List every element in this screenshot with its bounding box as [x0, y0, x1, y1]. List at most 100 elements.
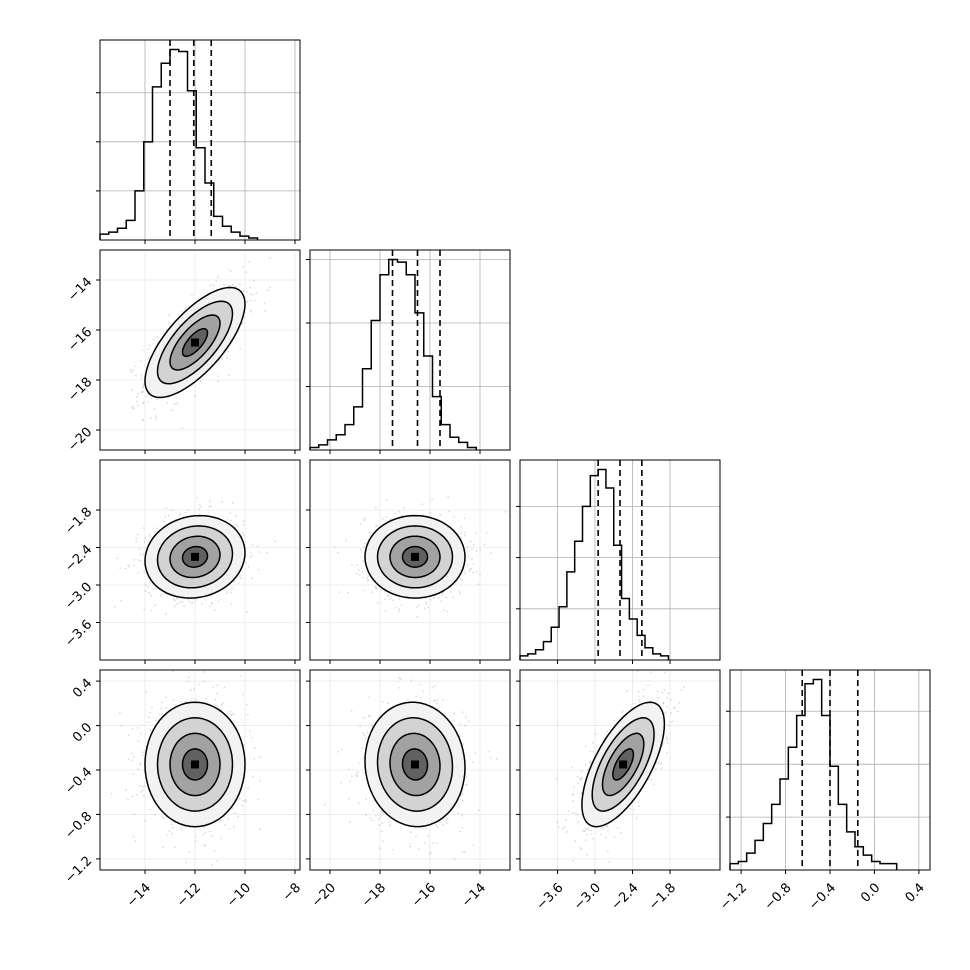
scatter-point	[487, 750, 490, 753]
scatter-point	[567, 810, 570, 812]
scatter-point	[338, 591, 341, 594]
scatter-point	[132, 835, 135, 838]
scatter-point	[211, 288, 214, 290]
scatter-point	[194, 395, 197, 398]
scatter-point	[362, 589, 365, 592]
scatter-point	[247, 713, 249, 716]
scatter-point	[131, 389, 134, 392]
scatter-point	[161, 593, 163, 596]
scatter-point	[403, 506, 405, 509]
scatter-point	[137, 392, 140, 395]
scatter-point	[475, 550, 478, 552]
scatter-point	[666, 705, 668, 708]
scatter-point	[191, 601, 194, 604]
scatter-point	[212, 686, 214, 689]
scatter-point	[229, 285, 232, 288]
scatter-point	[204, 831, 207, 834]
scatter-point	[637, 670, 639, 673]
scatter-point	[380, 588, 382, 591]
contour-line	[181, 328, 209, 357]
scatter-point	[351, 775, 353, 778]
scatter-point	[171, 832, 173, 835]
scatter-point	[264, 310, 266, 312]
scatter-point	[251, 554, 254, 557]
scatter-point	[137, 572, 140, 574]
scatter-point	[463, 534, 466, 537]
scatter-point	[113, 605, 116, 608]
scatter-point	[557, 826, 560, 829]
scatter-point	[211, 603, 214, 605]
scatter-point	[158, 714, 161, 716]
scatter-point	[135, 537, 138, 540]
scatter-point	[437, 597, 440, 599]
scatter-point	[226, 712, 229, 715]
scatter-point	[462, 743, 465, 745]
scatter-point	[427, 834, 430, 837]
scatter-point	[589, 750, 592, 753]
scatter-point	[179, 512, 182, 515]
histogram-panel-1	[96, 39, 301, 241]
scatter-panel-1-2	[99, 249, 301, 451]
scatter-point	[362, 771, 365, 774]
scatter-point	[381, 701, 384, 703]
scatter-point	[358, 569, 360, 571]
scatter-point	[173, 846, 176, 849]
scatter-point	[495, 757, 498, 760]
scatter-point	[147, 348, 149, 350]
scatter-point	[363, 519, 366, 522]
scatter-point	[365, 798, 367, 801]
scatter-point	[620, 831, 622, 834]
scatter-point	[144, 819, 147, 822]
scatter-point	[490, 757, 493, 759]
scatter-point	[127, 798, 129, 801]
scatter-point	[233, 580, 236, 583]
scatter-point	[449, 590, 452, 593]
scatter-point	[425, 603, 428, 606]
panel-frame	[519, 459, 721, 661]
panel-frame	[99, 249, 301, 451]
scatter-point	[184, 307, 187, 310]
scatter-point	[173, 599, 176, 602]
scatter-point	[460, 793, 463, 796]
scatter-point	[137, 740, 140, 742]
scatter-point	[245, 800, 248, 803]
scatter-point	[235, 515, 238, 518]
scatter-point	[226, 356, 228, 359]
scatter-point	[142, 402, 144, 405]
scatter-point	[178, 514, 181, 517]
scatter-point	[210, 835, 213, 838]
scatter-point	[168, 830, 171, 832]
scatter-point	[384, 590, 386, 593]
scatter-point	[214, 704, 217, 707]
scatter-point	[663, 688, 666, 691]
scatter-point	[137, 404, 139, 407]
scatter-point	[144, 590, 147, 593]
scatter-point	[137, 533, 139, 536]
scatter-point	[181, 310, 184, 313]
scatter-point	[436, 842, 439, 845]
scatter-point	[251, 294, 254, 296]
scatter-point	[351, 564, 353, 566]
scatter-point	[255, 292, 258, 295]
scatter-point	[194, 840, 197, 842]
scatter-point	[181, 600, 184, 603]
scatter-point	[464, 531, 466, 533]
scatter-point	[153, 530, 156, 533]
scatter-point	[470, 567, 472, 570]
scatter-point	[133, 564, 135, 567]
scatter-point	[469, 540, 472, 543]
scatter-point	[142, 789, 144, 791]
scatter-point	[143, 540, 146, 543]
scatter-point	[385, 516, 388, 518]
scatter-point	[213, 850, 216, 852]
scatter-point	[180, 827, 182, 830]
scatter-point	[247, 787, 249, 790]
scatter-point	[217, 275, 220, 278]
scatter-point	[148, 809, 151, 811]
scatter-point	[220, 837, 222, 840]
scatter-point	[463, 517, 466, 520]
scatter-point	[231, 807, 234, 810]
scatter-point	[367, 575, 369, 578]
scatter-point	[143, 570, 145, 573]
scatter-point	[239, 284, 241, 286]
